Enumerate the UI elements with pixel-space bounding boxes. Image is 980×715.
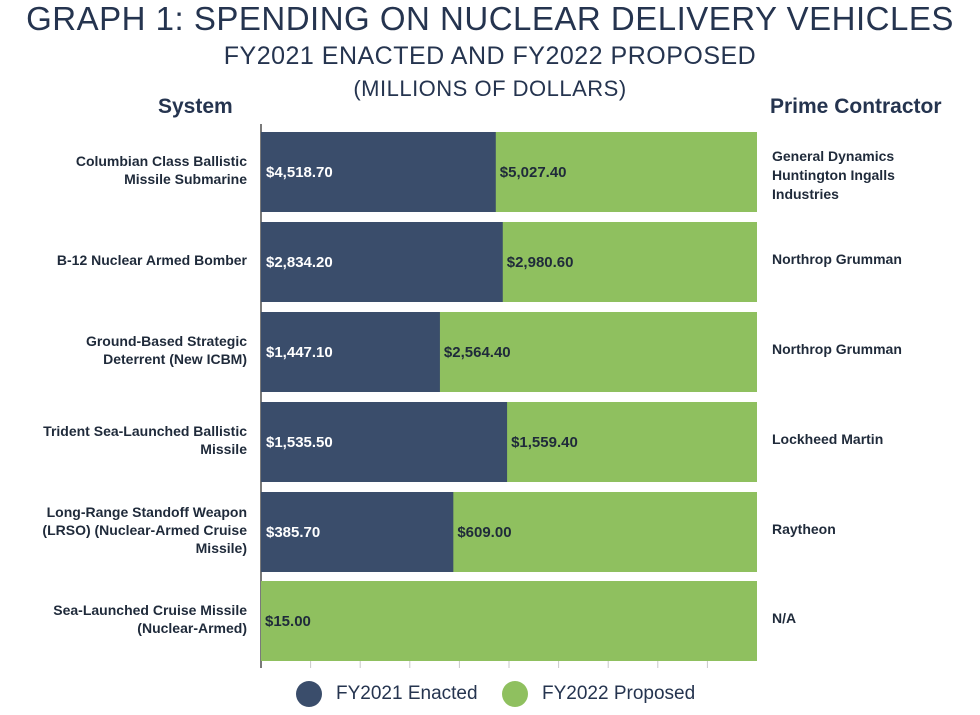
system-label-line: Missile: [200, 441, 247, 457]
bar-fy2021: [261, 312, 440, 392]
data-label-fy2022: $2,564.40: [444, 344, 511, 361]
contractor-label: Northrop Grumman: [772, 250, 972, 269]
contractor-label-line: Raytheon: [772, 521, 836, 537]
system-label: Long-Range Standoff Weapon (LRSO) (Nuclea…: [0, 503, 247, 557]
data-label-fy2022: $1,559.40: [511, 434, 578, 451]
system-label-line: Missile Submarine: [124, 171, 247, 187]
system-label-line: Missile): [195, 540, 247, 556]
contractor-label: Northrop Grumman: [772, 340, 972, 359]
system-label: B-12 Nuclear Armed Bomber: [0, 251, 247, 269]
data-label-fy2022: $5,027.40: [500, 164, 567, 181]
system-label-line: Trident Sea-Launched Ballistic: [43, 423, 247, 439]
data-label-fy2021: $1,447.10: [266, 344, 333, 361]
system-label: Columbian Class Ballistic Missile Submari…: [0, 152, 247, 188]
contractor-column-header: Prime Contractor: [770, 95, 942, 118]
system-label-line: Deterrent (New ICBM): [103, 351, 247, 367]
data-label-fy2021: $1,535.50: [266, 434, 333, 451]
contractor-label: N/A: [772, 609, 972, 628]
data-label-fy2022: $2,980.60: [507, 254, 574, 271]
system-label-line: (LRSO) (Nuclear-Armed Cruise: [42, 522, 247, 538]
system-column-header: System: [158, 95, 233, 118]
contractor-label-line: Lockheed Martin: [772, 431, 884, 447]
contractor-label: Raytheon: [772, 520, 972, 539]
bar-fy2022: [261, 581, 757, 661]
legend-swatch-fy2021: [296, 681, 322, 707]
system-label-line: Columbian Class Ballistic: [75, 153, 247, 169]
contractor-label-line: Northrop Grumman: [772, 251, 902, 267]
system-label-line: (Nuclear-Armed): [137, 620, 247, 636]
legend-label-fy2022: FY2022 Proposed: [542, 683, 696, 704]
contractor-label: Lockheed Martin: [772, 430, 972, 449]
bar-fy2021: [261, 222, 503, 302]
system-label-line: Sea-Launched Cruise Missile: [53, 602, 247, 618]
contractor-label-line: Industries: [772, 186, 839, 202]
legend-swatch-fy2022: [502, 681, 528, 707]
bar-fy2021: [261, 492, 454, 572]
data-label-fy2022: $15.00: [265, 613, 311, 630]
legend-label-fy2021: FY2021 Enacted: [336, 683, 478, 704]
system-label: Ground-Based Strategic Deterrent (New ICB…: [0, 332, 247, 368]
chart-units: (MILLIONS OF DOLLARS): [353, 76, 627, 101]
system-label-line: B-12 Nuclear Armed Bomber: [56, 252, 247, 268]
contractor-label: General Dynamics Huntington Ingalls Indust…: [772, 147, 972, 204]
bar-fy2021: [261, 402, 508, 482]
contractor-label-line: General Dynamics: [772, 148, 895, 164]
contractor-label-line: Huntington Ingalls: [772, 167, 895, 183]
data-label-fy2021: $2,834.20: [266, 254, 333, 271]
legend-item-fy2021: FY2021 Enacted: [296, 680, 478, 708]
system-label: Trident Sea-Launched Ballistic Missile: [0, 422, 247, 458]
contractor-label-line: Northrop Grumman: [772, 341, 902, 357]
data-label-fy2021: $4,518.70: [266, 164, 333, 181]
chart-title: GRAPH 1: SPENDING ON NUCLEAR DELIVERY VE…: [26, 0, 954, 37]
bar-fy2021: [261, 132, 496, 212]
contractor-label-line: N/A: [772, 610, 797, 626]
system-label: Sea-Launched Cruise Missile (Nuclear-Arme…: [0, 601, 247, 637]
system-label-line: Long-Range Standoff Weapon: [46, 504, 247, 520]
data-label-fy2022: $609.00: [457, 524, 511, 541]
data-label-fy2021: $385.70: [266, 524, 320, 541]
system-label-line: Ground-Based Strategic: [85, 333, 247, 349]
legend-item-fy2022: FY2022 Proposed: [502, 680, 695, 708]
chart-subtitle: FY2021 ENACTED AND FY2022 PROPOSED: [223, 42, 757, 70]
